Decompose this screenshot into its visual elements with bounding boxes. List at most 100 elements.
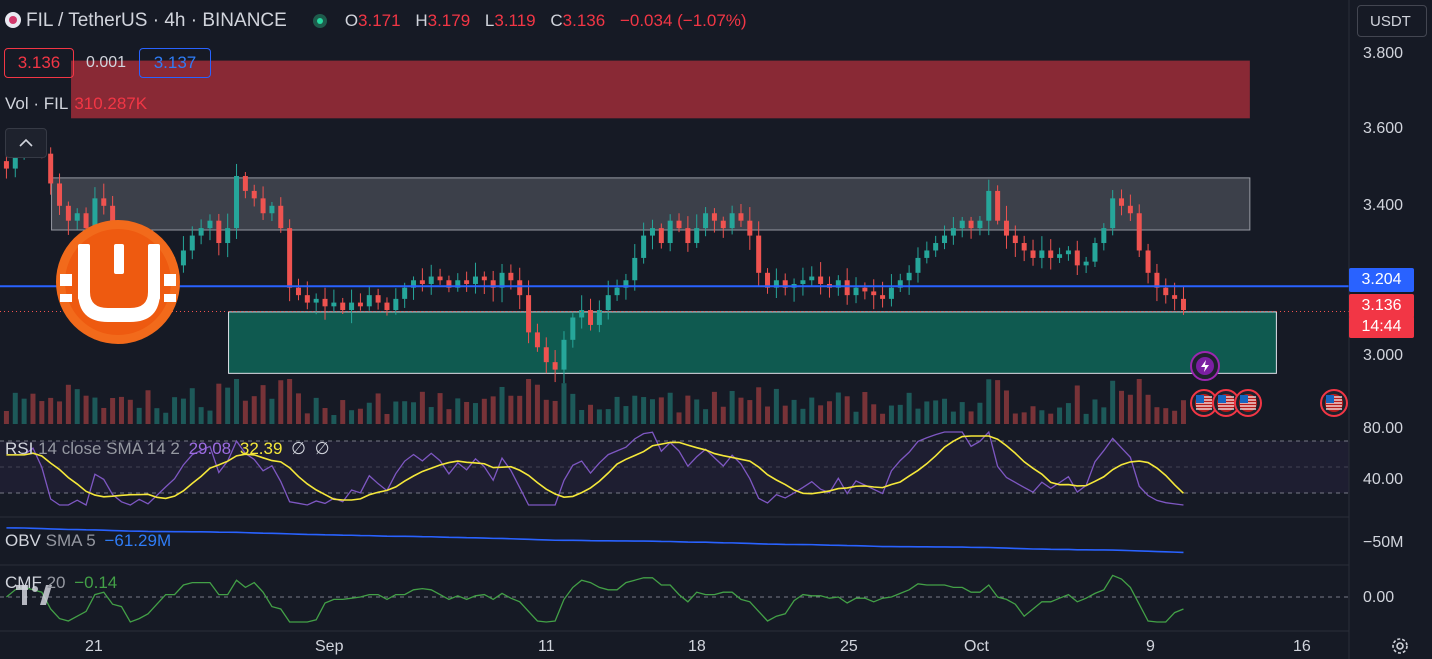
candle-body <box>667 220 673 244</box>
candle-body <box>942 235 948 244</box>
candle-body <box>1012 235 1018 244</box>
candle-body <box>1057 254 1063 258</box>
volume-bar <box>269 398 275 424</box>
candle-body <box>738 213 744 221</box>
candle-body <box>720 220 726 229</box>
volume-bar <box>260 385 266 424</box>
candle-body <box>357 302 363 307</box>
rsi-pane <box>0 430 1349 506</box>
volume-bar <box>375 393 381 424</box>
candle-body <box>428 276 434 284</box>
volume-bar <box>915 408 921 424</box>
candle-body <box>561 339 567 370</box>
price-change: −0.034 (−1.07%) <box>619 11 747 30</box>
volume-bar <box>1180 400 1186 424</box>
candle-body <box>419 280 425 284</box>
volume-bar <box>1092 399 1098 424</box>
volume-bar <box>180 398 186 424</box>
candle-body <box>242 176 248 191</box>
candle-body <box>1092 243 1098 262</box>
cmf-legend[interactable]: CMF 20 −0.14 <box>5 573 117 593</box>
volume-bar <box>437 393 443 424</box>
ohlc-low-key: L <box>484 11 495 30</box>
candle-body <box>623 280 629 288</box>
volume-bar <box>897 404 903 424</box>
volume-bar <box>765 406 771 424</box>
volume-bar <box>1065 403 1071 424</box>
candle-body <box>853 287 859 296</box>
supply-zone <box>71 60 1250 119</box>
us-flag-icon[interactable] <box>1320 389 1348 417</box>
volume-bar <box>809 397 815 424</box>
symbol-title[interactable]: FIL / TetherUS · 4h · BINANCE <box>26 10 287 31</box>
obv-legend[interactable]: OBV SMA 5 −61.29M <box>5 531 171 551</box>
volume-bar <box>552 400 558 424</box>
volume-bar <box>676 412 682 424</box>
ohlc-close-value: 3.136 <box>562 11 606 30</box>
market-status-icon[interactable] <box>312 14 327 28</box>
volume-bar <box>614 396 620 424</box>
volume-bar <box>649 399 655 424</box>
candle-body <box>234 176 240 229</box>
candle-body <box>534 332 540 348</box>
volume-bar <box>278 380 284 424</box>
volume-bar <box>977 402 983 424</box>
volume-bar <box>499 386 505 424</box>
flash-event-icon[interactable] <box>1190 351 1220 381</box>
volume-bar <box>1119 390 1125 424</box>
resistance-zone <box>51 177 1251 231</box>
volume-bar <box>844 396 850 424</box>
obv-label: OBV <box>5 531 41 550</box>
volume-bar <box>3 410 9 424</box>
candle-body <box>1021 243 1027 251</box>
volume-legend: Vol · FIL 310.287K <box>5 94 147 114</box>
us-flag-icon[interactable] <box>1212 389 1240 417</box>
currency-button[interactable]: USDT <box>1357 5 1427 37</box>
volume-bar <box>393 401 399 424</box>
volume-bar <box>888 405 894 424</box>
volume-bar <box>110 398 116 424</box>
collapse-legend-button[interactable] <box>5 128 47 158</box>
volume-bar <box>411 402 417 424</box>
rsi-legend[interactable]: RSI 14 close SMA 14 2 29.08 32.39 ∅ ∅ <box>5 439 330 459</box>
volume-bar <box>773 388 779 424</box>
volume-bar <box>703 409 709 424</box>
candle-body <box>888 287 894 299</box>
candle-body <box>641 235 647 258</box>
volume-bar <box>1021 412 1027 424</box>
volume-bar <box>1145 394 1151 424</box>
candle-body <box>225 228 231 244</box>
bar-countdown: 14:44 <box>1349 316 1414 338</box>
price-tick: 3.600 <box>1363 120 1404 137</box>
volume-bar <box>1057 407 1063 424</box>
volume-bar <box>871 404 877 424</box>
volume-bar <box>57 401 63 424</box>
ohlc-open-key: O <box>344 11 359 30</box>
buy-price-button[interactable]: 3.137 <box>139 48 211 78</box>
volume-bar <box>986 379 992 424</box>
candle-body <box>1110 198 1116 229</box>
volume-bar <box>145 390 151 424</box>
candle-body <box>1039 250 1045 258</box>
us-flag-icon[interactable] <box>1190 389 1218 417</box>
volume-bar <box>959 402 965 424</box>
settings-gear-icon[interactable] <box>1390 636 1410 656</box>
candle-body <box>481 276 487 281</box>
volume-bar <box>570 393 576 424</box>
volume-bar <box>402 401 408 424</box>
candle-body <box>703 213 709 229</box>
volume-bar <box>685 395 691 424</box>
candle-body <box>579 310 585 318</box>
candle-body <box>490 280 496 288</box>
us-flag-icon[interactable] <box>1234 389 1262 417</box>
candle-body <box>649 228 655 236</box>
candle-body <box>968 220 974 229</box>
volume-bar <box>1048 413 1054 424</box>
candle-body <box>552 362 558 370</box>
candle-body <box>543 347 549 363</box>
volume-bar <box>207 410 213 424</box>
volume-bar <box>216 383 222 424</box>
sell-price-button[interactable]: 3.136 <box>4 48 74 78</box>
candle-body <box>747 220 753 236</box>
